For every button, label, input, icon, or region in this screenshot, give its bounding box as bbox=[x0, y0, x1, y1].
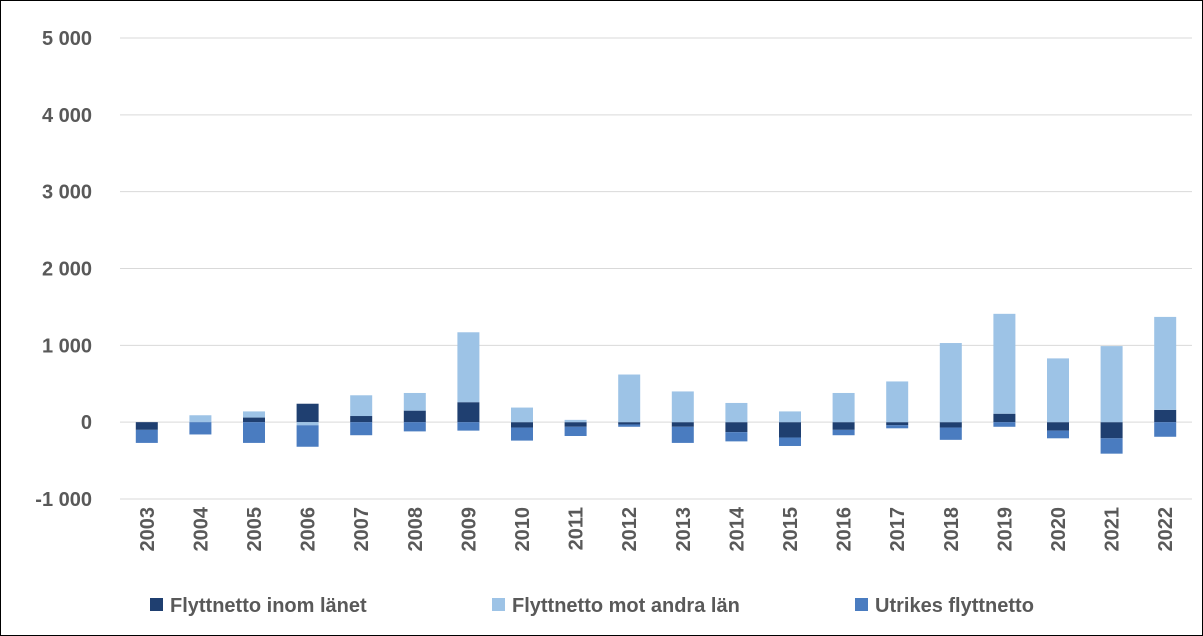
bar-segment bbox=[1154, 316, 1177, 410]
y-tick-label: 1 000 bbox=[42, 335, 92, 357]
x-tick-label: 2006 bbox=[298, 507, 320, 552]
bar-segment bbox=[403, 422, 426, 432]
x-tick-label: 2009 bbox=[458, 507, 480, 552]
bar-segment bbox=[511, 427, 533, 441]
x-tick-label: 2020 bbox=[1048, 507, 1070, 552]
bar-segment bbox=[779, 437, 801, 446]
y-tick-label: 2 000 bbox=[42, 259, 92, 281]
bar-segment bbox=[993, 422, 1016, 427]
bar-segment bbox=[1047, 430, 1069, 439]
bar-segment bbox=[886, 425, 909, 429]
x-tick-label: 2017 bbox=[887, 507, 909, 552]
y-tick-label: -1 000 bbox=[35, 489, 92, 511]
bar-segment bbox=[939, 427, 962, 440]
bar-segment bbox=[939, 343, 962, 423]
x-tick-label: 2011 bbox=[566, 507, 588, 550]
bar-segment bbox=[993, 413, 1016, 423]
bar-segment bbox=[1100, 438, 1123, 454]
bar-segment bbox=[296, 403, 319, 423]
bar-segment bbox=[564, 426, 587, 436]
x-tick-label: 2022 bbox=[1155, 507, 1177, 552]
bar-segment bbox=[564, 422, 587, 427]
x-tick-label: 2021 bbox=[1102, 507, 1124, 552]
bar-segment bbox=[832, 422, 855, 430]
x-tick-label: 2016 bbox=[834, 507, 856, 552]
bar-segment bbox=[189, 415, 212, 423]
x-tick-label: 2007 bbox=[351, 507, 373, 552]
bar-segment bbox=[725, 422, 748, 433]
bar-segment bbox=[350, 395, 373, 417]
bar-segment bbox=[296, 422, 319, 426]
bar-segment bbox=[403, 392, 426, 411]
x-tick-label: 2015 bbox=[780, 507, 802, 552]
bar-segment bbox=[243, 411, 265, 418]
legend-swatch bbox=[855, 598, 868, 611]
bar-segment bbox=[350, 416, 373, 423]
x-tick-label: 2014 bbox=[726, 506, 748, 551]
bar-segment bbox=[1047, 358, 1069, 423]
legend-label: Utrikes flyttnetto bbox=[875, 595, 1034, 617]
x-tick-label: 2019 bbox=[994, 507, 1016, 552]
x-tick-label: 2010 bbox=[512, 507, 534, 552]
x-tick-label: 2018 bbox=[941, 507, 963, 552]
x-tick-label: 2005 bbox=[244, 507, 266, 552]
y-tick-label: 4 000 bbox=[42, 105, 92, 127]
bar-segment bbox=[457, 402, 480, 423]
bar-segment bbox=[564, 419, 587, 423]
legend-swatch bbox=[492, 598, 505, 611]
bar-segment bbox=[511, 422, 533, 428]
bar-segment bbox=[618, 422, 641, 425]
bar-segment bbox=[511, 407, 533, 423]
y-tick-label: 5 000 bbox=[42, 28, 92, 50]
legend-swatch bbox=[150, 598, 163, 611]
bar-segment bbox=[939, 422, 962, 428]
x-tick-label: 2008 bbox=[405, 507, 427, 552]
bar-segment bbox=[886, 422, 909, 426]
bar-segment bbox=[832, 392, 855, 423]
bar-segment bbox=[1154, 409, 1177, 423]
bar-segment bbox=[1154, 422, 1177, 437]
bar-segment bbox=[243, 422, 265, 443]
legend-label: Flyttnetto mot andra län bbox=[512, 595, 740, 617]
bar-segment bbox=[779, 411, 801, 423]
bar-segment bbox=[457, 332, 480, 403]
bar-segment bbox=[779, 422, 801, 438]
bar-segment bbox=[671, 391, 694, 423]
y-tick-label: 0 bbox=[81, 412, 92, 434]
x-tick-label: 2004 bbox=[190, 506, 212, 551]
bar-segment bbox=[135, 422, 158, 430]
bar-segment bbox=[296, 425, 319, 447]
bar-segment bbox=[350, 422, 373, 436]
bar-segment bbox=[886, 381, 909, 423]
bar-segment bbox=[189, 422, 212, 435]
bar-segment bbox=[832, 429, 855, 436]
legend-label: Flyttnetto inom länet bbox=[170, 595, 367, 617]
bar-segment bbox=[993, 313, 1016, 414]
y-tick-label: 3 000 bbox=[42, 182, 92, 204]
bar-segment bbox=[671, 422, 694, 427]
bar-segment bbox=[618, 424, 641, 427]
bar-segment bbox=[725, 432, 748, 442]
x-tick-label: 2012 bbox=[619, 507, 641, 552]
bar-segment bbox=[1100, 422, 1123, 439]
bar-segment bbox=[671, 426, 694, 443]
bar-segment bbox=[1047, 422, 1069, 431]
bar-segment bbox=[135, 429, 158, 443]
bar-segment bbox=[1100, 346, 1123, 423]
bar-segment bbox=[457, 422, 480, 431]
bar-segment bbox=[618, 374, 641, 423]
bar-segment bbox=[725, 402, 748, 423]
bar-segment bbox=[243, 417, 265, 423]
x-tick-label: 2013 bbox=[673, 507, 695, 552]
x-tick-label: 2003 bbox=[137, 507, 159, 552]
bar-segment bbox=[403, 410, 426, 423]
